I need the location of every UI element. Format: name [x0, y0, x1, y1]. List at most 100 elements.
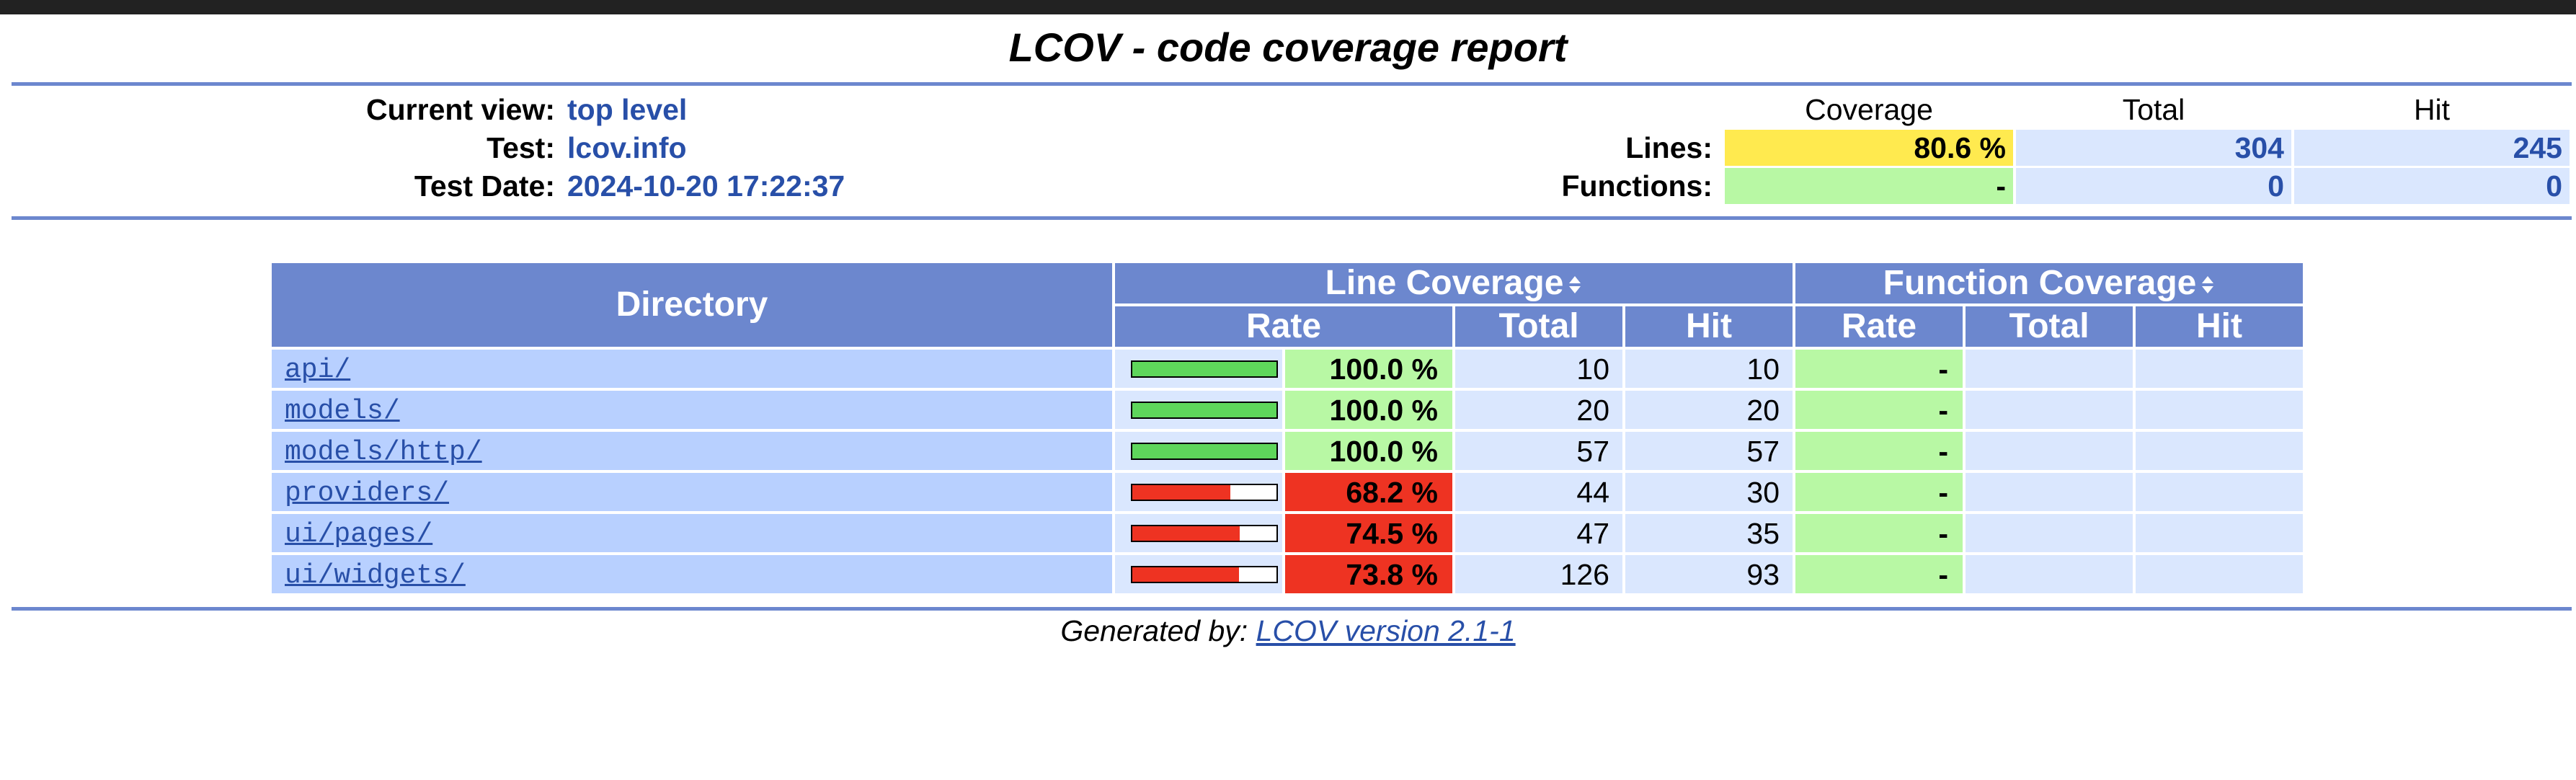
summary-functions-coverage: -: [1725, 168, 2013, 204]
directory-link[interactable]: api/: [285, 355, 351, 386]
page-title: LCOV - code coverage report: [1008, 25, 1568, 70]
coverage-bar: [1131, 483, 1278, 501]
header-rule-bottom: [12, 216, 2572, 220]
coverage-bar-cell: [1115, 391, 1282, 429]
directory-cell: providers/: [272, 473, 1112, 511]
summary-hit-header: Hit: [2413, 93, 2451, 126]
line-hit-header: Hit: [1625, 306, 1793, 347]
directory-link[interactable]: providers/: [285, 478, 450, 509]
function-coverage-header[interactable]: Function Coverage: [1795, 263, 2303, 303]
sort-icon[interactable]: [2200, 275, 2215, 295]
test-date-value: 2024-10-20 17:22:37: [567, 169, 845, 203]
function-total-cell: [1966, 350, 2133, 388]
line-hit-cell: 30: [1625, 473, 1793, 511]
function-hit-cell: [2136, 350, 2303, 388]
test-date-label: Test Date:: [414, 169, 555, 203]
line-rate-cell: 100.0 %: [1285, 350, 1452, 388]
table-row: ui/pages/74.5 % 47 35-: [272, 514, 2303, 552]
coverage-bar: [1131, 524, 1278, 542]
footer-rule: [12, 607, 2572, 611]
coverage-bar-cell: [1115, 555, 1282, 593]
summary-functions-label: Functions:: [1561, 169, 1713, 203]
summary-lines-total: 304: [2016, 130, 2291, 166]
header-rule-top: [12, 82, 2572, 86]
line-rate-cell: 73.8 %: [1285, 555, 1452, 593]
line-total-header: Total: [1455, 306, 1622, 347]
summary-lines-hit: 245: [2294, 130, 2570, 166]
coverage-bar: [1131, 360, 1278, 378]
directory-link[interactable]: models/http/: [285, 437, 482, 468]
coverage-bar-cell: [1115, 514, 1282, 552]
coverage-bar-fill: [1132, 443, 1276, 458]
summary-lines-coverage: 80.6 %: [1725, 130, 2013, 166]
line-rate-header: Rate: [1115, 306, 1452, 347]
directory-header[interactable]: Directory: [272, 263, 1112, 347]
directory-header-label: Directory: [616, 285, 768, 324]
function-rate-cell: -: [1795, 432, 1963, 470]
directory-link[interactable]: models/: [285, 396, 400, 427]
function-rate-cell: -: [1795, 473, 1963, 511]
function-rate-cell: -: [1795, 391, 1963, 429]
function-hit-cell: [2136, 473, 2303, 511]
function-hit-cell: [2136, 432, 2303, 470]
line-hit-cell: 57: [1625, 432, 1793, 470]
line-hit-cell: 93: [1625, 555, 1793, 593]
function-total-cell: [1966, 391, 2133, 429]
table-row: models/100.0 % 20 20-: [272, 391, 2303, 429]
directory-cell: ui/pages/: [272, 514, 1112, 552]
function-rate-cell: -: [1795, 350, 1963, 388]
summary-total-header: Total: [2122, 93, 2185, 126]
function-total-header: Total: [1966, 306, 2133, 347]
coverage-bar-fill: [1132, 526, 1240, 541]
coverage-bar: [1131, 565, 1278, 583]
current-view-label: Current view:: [366, 93, 555, 126]
summary-functions-total: 0: [2016, 168, 2291, 204]
function-total-cell: [1966, 514, 2133, 552]
sort-icon[interactable]: [1568, 275, 1582, 295]
table-row: api/100.0 % 10 10-: [272, 350, 2303, 388]
function-hit-cell: [2136, 555, 2303, 593]
table-row: ui/widgets/73.8 % 126 93-: [272, 555, 2303, 593]
coverage-bar-cell: [1115, 432, 1282, 470]
coverage-bar: [1131, 401, 1278, 419]
lcov-version-link[interactable]: LCOV version 2.1-1: [1256, 614, 1516, 647]
function-hit-cell: [2136, 391, 2303, 429]
summary-lines-label: Lines:: [1625, 131, 1713, 164]
function-total-cell: [1966, 432, 2133, 470]
line-rate-cell: 100.0 %: [1285, 391, 1452, 429]
function-rate-cell: -: [1795, 555, 1963, 593]
function-coverage-header-label: Function Coverage: [1883, 264, 2197, 302]
coverage-bar: [1131, 442, 1278, 460]
coverage-bar-fill: [1132, 484, 1231, 500]
line-total-cell: 126: [1455, 555, 1622, 593]
coverage-bar-fill: [1132, 567, 1239, 582]
directory-cell: ui/widgets/: [272, 555, 1112, 593]
line-total-cell: 47: [1455, 514, 1622, 552]
coverage-bar-fill: [1132, 402, 1276, 417]
line-hit-cell: 10: [1625, 350, 1793, 388]
coverage-bar-cell: [1115, 350, 1282, 388]
line-total-cell: 10: [1455, 350, 1622, 388]
line-total-cell: 44: [1455, 473, 1622, 511]
line-rate-cell: 68.2 %: [1285, 473, 1452, 511]
generated-by-label: Generated by:: [1060, 614, 1256, 647]
function-total-cell: [1966, 555, 2133, 593]
test-label: Test:: [487, 131, 555, 164]
directory-link[interactable]: ui/widgets/: [285, 560, 466, 591]
test-value: lcov.info: [567, 131, 687, 164]
table-row: providers/68.2 % 44 30-: [272, 473, 2303, 511]
function-rate-cell: -: [1795, 514, 1963, 552]
line-hit-cell: 20: [1625, 391, 1793, 429]
function-total-cell: [1966, 473, 2133, 511]
line-coverage-header-label: Line Coverage: [1325, 264, 1564, 302]
coverage-table: Directory Line Coverage Function Coverag…: [269, 260, 2306, 596]
directory-link[interactable]: ui/pages/: [285, 519, 433, 550]
function-hit-header: Hit: [2136, 306, 2303, 347]
coverage-bar-cell: [1115, 473, 1282, 511]
function-hit-cell: [2136, 514, 2303, 552]
current-view-value: top level: [567, 93, 688, 126]
line-coverage-header[interactable]: Line Coverage: [1115, 263, 1793, 303]
coverage-bar-fill: [1132, 361, 1276, 376]
line-rate-cell: 100.0 %: [1285, 432, 1452, 470]
line-rate-cell: 74.5 %: [1285, 514, 1452, 552]
